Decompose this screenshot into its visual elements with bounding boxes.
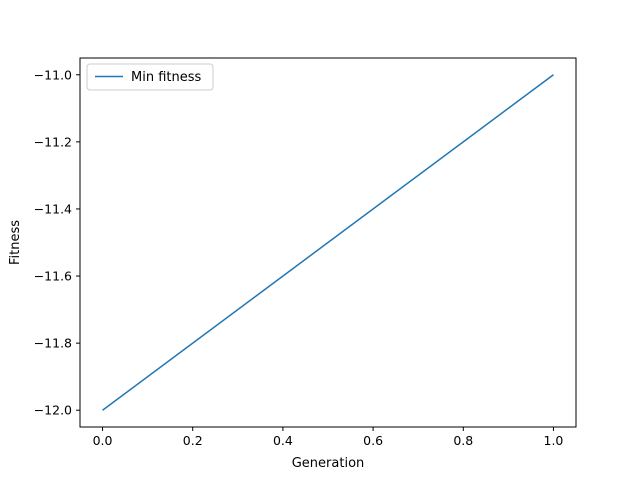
x-axis-label: Generation <box>292 456 365 471</box>
legend-box <box>86 63 214 91</box>
x-tick-label: 0.8 <box>453 433 473 448</box>
legend: Min fitness <box>86 63 214 91</box>
axes-frame <box>79 57 577 428</box>
y-tick-label: −11.0 <box>34 67 72 82</box>
x-tick-label: 1.0 <box>544 433 564 448</box>
y-tick-label: −11.4 <box>34 201 72 216</box>
x-axis-ticks: 0.0 0.2 0.4 0.6 0.8 1.0 <box>93 427 564 448</box>
y-tick-label: −12.0 <box>34 403 72 418</box>
y-tick-label: −11.2 <box>34 134 72 149</box>
y-axis-ticks: −12.0 −11.8 −11.6 −11.4 −11.2 −11.0 <box>34 67 80 418</box>
y-tick-label: −11.8 <box>34 336 72 351</box>
x-tick-label: 0.0 <box>93 433 113 448</box>
series-line-min-fitness <box>102 74 554 411</box>
x-tick-label: 0.4 <box>273 433 293 448</box>
series-layer <box>102 74 554 411</box>
y-axis-label: Fitness <box>8 220 23 265</box>
legend-label-min-fitness: Min fitness <box>131 70 201 85</box>
y-tick-label: −11.6 <box>34 269 72 284</box>
x-tick-label: 0.6 <box>363 433 383 448</box>
x-tick-label: 0.2 <box>183 433 203 448</box>
